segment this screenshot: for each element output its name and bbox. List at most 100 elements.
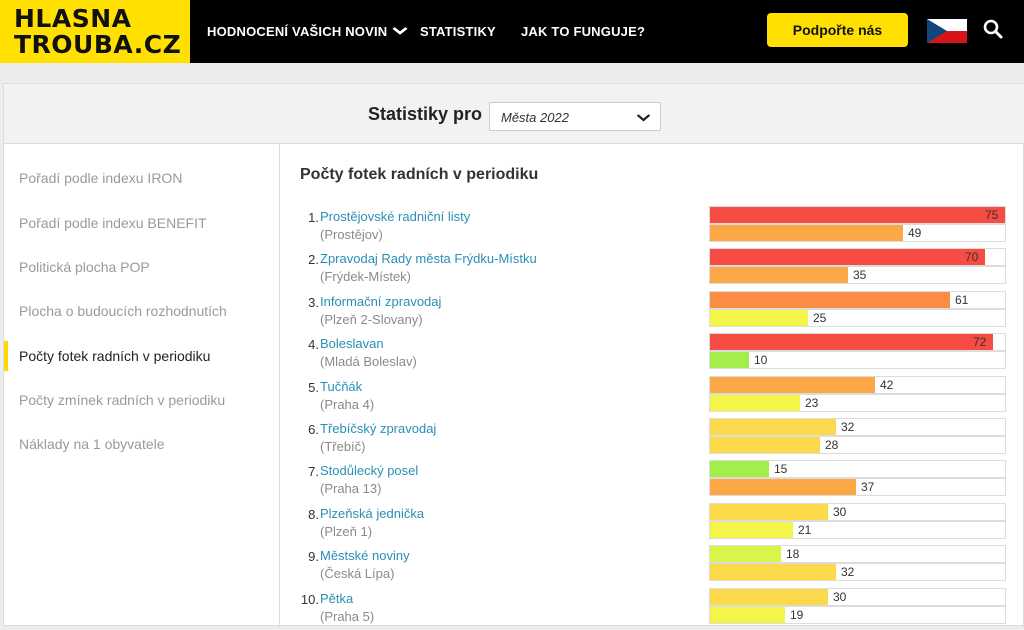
bar-fill bbox=[710, 267, 848, 284]
bar-track-primary: 72 bbox=[709, 333, 1006, 352]
rank-number: 1. bbox=[308, 210, 319, 225]
bar-track-secondary: 28 bbox=[709, 436, 1006, 454]
city-label: (Česká Lípa) bbox=[320, 566, 395, 582]
city-label: (Plzeň 1) bbox=[320, 523, 373, 539]
rank-number: 5. bbox=[308, 379, 319, 395]
sidebar-item-benefit[interactable]: Pořadí podle indexu BENEFIT bbox=[19, 215, 207, 231]
city-label: (Mladá Boleslav) bbox=[320, 354, 417, 370]
list-item: 9. Městské noviny (Česká Lípa) 18 32 bbox=[300, 545, 1010, 587]
bar-fill bbox=[710, 352, 749, 369]
rank-number: 4. bbox=[308, 337, 319, 353]
periodical-link[interactable]: Plzeňská jednička bbox=[320, 505, 425, 521]
city-label: (Praha 13) bbox=[320, 481, 382, 497]
bar-track-secondary: 10 bbox=[709, 351, 1006, 370]
bar-fill bbox=[710, 546, 781, 563]
periodical-link[interactable]: Třebíčský zpravodaj bbox=[320, 421, 437, 436]
periodical-link[interactable]: Městské noviny bbox=[320, 548, 410, 564]
nav-hodnoceni[interactable]: HODNOCENÍ VAŠICH NOVIN bbox=[207, 0, 409, 63]
bar-track-secondary: 32 bbox=[709, 563, 1006, 582]
bar-fill bbox=[710, 588, 828, 605]
sidebar-item-pop[interactable]: Politická plocha POP bbox=[19, 259, 150, 275]
search-icon[interactable] bbox=[983, 19, 1003, 39]
sidebar-item-naklady[interactable]: Náklady na 1 obyvatele bbox=[19, 436, 165, 452]
bar-fill bbox=[710, 419, 836, 435]
list-item: 1. Prostějovské radniční listy (Prostějov)… bbox=[300, 206, 1010, 248]
stats-label: Statistiky pro bbox=[368, 104, 483, 124]
periodical-link[interactable]: Tučňák bbox=[320, 378, 363, 394]
bar-fill bbox=[710, 225, 903, 241]
bar-track-primary: 42 bbox=[709, 375, 1006, 394]
bar-value: 28 bbox=[825, 438, 839, 452]
bar-value: 15 bbox=[774, 462, 788, 477]
city-label: (Praha 5) bbox=[320, 608, 375, 624]
site-logo[interactable]: HLASNA TROUBA.CZ bbox=[0, 0, 190, 63]
chevron-down-icon bbox=[392, 26, 409, 38]
stats-selector-bar: Statistiky pro Města 2022 bbox=[4, 84, 1024, 144]
bar-track-primary: 61 bbox=[709, 290, 1006, 309]
periodical-link[interactable]: Boleslavan bbox=[320, 336, 384, 352]
active-item-marker bbox=[4, 341, 8, 371]
bar-value: 42 bbox=[880, 377, 894, 392]
period-select[interactable]: Města 2022 bbox=[489, 102, 661, 131]
sidebar-item-iron[interactable]: Pořadí podle indexu IRON bbox=[19, 170, 183, 186]
city-label: (Plzeň 2-Slovany) bbox=[320, 311, 423, 327]
bar-value: 10 bbox=[754, 353, 768, 368]
bar-fill bbox=[710, 394, 800, 411]
sidebar-item-budouci-rozhodnuti[interactable]: Plocha o budoucích rozhodnutích bbox=[19, 303, 227, 319]
nav-hodnoceni-label: HODNOCENÍ VAŠICH NOVIN bbox=[207, 24, 388, 39]
bar-track-primary: 30 bbox=[709, 587, 1006, 606]
bar-fill bbox=[710, 564, 836, 581]
top-navigation-bar: HLASNA TROUBA.CZ HODNOCENÍ VAŠICH NOVIN … bbox=[0, 0, 1024, 63]
bar-fill bbox=[710, 376, 875, 393]
bar-value: 61 bbox=[955, 292, 969, 307]
statistics-panel: Statistiky pro Města 2022 Pořadí podle i… bbox=[3, 83, 1024, 627]
bar-track-secondary: 35 bbox=[709, 266, 1006, 285]
list-item: 10. Pětka (Praha 5) 30 19 bbox=[300, 587, 1010, 630]
list-item: 3. Informační zpravodaj (Plzeň 2-Slovany) 6… bbox=[300, 290, 1010, 333]
rank-number: 9. bbox=[308, 549, 319, 565]
rank-number: 8. bbox=[308, 506, 319, 522]
rank-number: 3. bbox=[308, 294, 319, 310]
bar-fill bbox=[710, 334, 993, 351]
bar-fill bbox=[710, 291, 950, 308]
bar-value: 19 bbox=[790, 607, 804, 622]
list-item: 7. Stodůlecký posel (Praha 13) 15 37 bbox=[300, 460, 1010, 502]
bar-fill bbox=[710, 503, 828, 520]
bar-value: 30 bbox=[833, 589, 847, 604]
list-item: 8. Plzeňská jednička (Plzeň 1) 30 21 bbox=[300, 502, 1010, 545]
bar-fill bbox=[710, 249, 985, 266]
bar-track-primary: 30 bbox=[709, 502, 1006, 521]
nav-statistiky[interactable]: STATISTIKY bbox=[420, 0, 496, 63]
rank-number: 10. bbox=[300, 591, 319, 607]
logo-line-1: HLASNA bbox=[14, 4, 132, 33]
bar-track-secondary: 49 bbox=[709, 224, 1006, 242]
bar-track-primary: 18 bbox=[709, 545, 1006, 564]
bar-track-secondary: 37 bbox=[709, 478, 1006, 497]
logo-line-2: TROUBA.CZ bbox=[14, 30, 182, 59]
czech-flag-icon[interactable] bbox=[927, 19, 967, 43]
list-item: 4. Boleslavan (Mladá Boleslav) 72 10 bbox=[300, 333, 1010, 375]
chevron-down-icon bbox=[636, 108, 651, 125]
bar-fill bbox=[710, 309, 808, 326]
city-label: (Praha 4) bbox=[320, 396, 375, 412]
bar-value: 49 bbox=[908, 226, 922, 240]
bar-fill bbox=[710, 606, 785, 623]
periodical-link[interactable]: Prostějovské radniční listy bbox=[320, 209, 471, 224]
support-button[interactable]: Podpořte nás bbox=[767, 13, 908, 47]
periodical-link[interactable]: Pětka bbox=[320, 590, 354, 606]
bar-track-secondary: 19 bbox=[709, 605, 1006, 624]
list-item: 6. Třebíčský zpravodaj (Třebíč) 32 28 bbox=[300, 418, 1010, 460]
bar-track-primary: 70 bbox=[709, 248, 1006, 267]
periodical-link[interactable]: Informační zpravodaj bbox=[320, 293, 442, 309]
city-label: (Frýdek-Místek) bbox=[320, 269, 411, 285]
sidebar: Pořadí podle indexu IRON Pořadí podle in… bbox=[4, 144, 280, 627]
sidebar-item-pocty-zminek[interactable]: Počty zmínek radních v periodiku bbox=[19, 392, 226, 408]
sidebar-item-pocty-fotek[interactable]: Počty fotek radních v periodiku bbox=[19, 348, 211, 364]
period-select-value: Města 2022 bbox=[501, 110, 569, 125]
periodical-link[interactable]: Zpravodaj Rady města Frýdku-Místku bbox=[320, 251, 537, 267]
rank-number: 2. bbox=[308, 252, 319, 268]
nav-jak-to-funguje[interactable]: JAK TO FUNGUJE? bbox=[521, 0, 645, 63]
bar-fill bbox=[710, 521, 793, 538]
periodical-link[interactable]: Stodůlecký posel bbox=[320, 463, 419, 479]
page-title: Počty fotek radních v periodiku bbox=[300, 166, 539, 183]
